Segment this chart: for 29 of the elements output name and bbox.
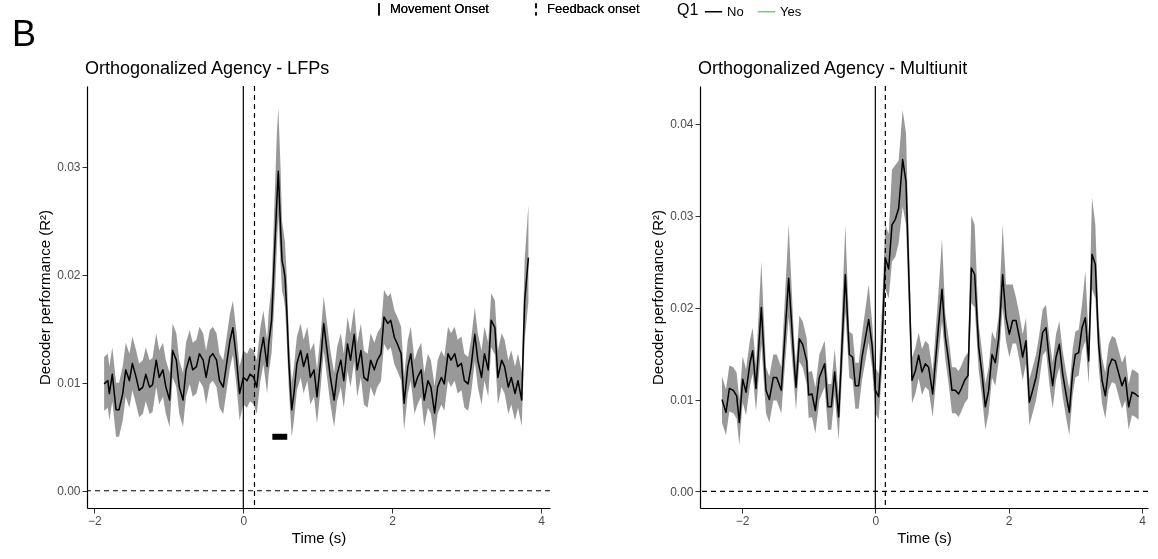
y-tick-label: 0.03: [670, 209, 694, 224]
y-tick-label: 0.01: [57, 376, 81, 391]
x-tick-label: −2: [88, 513, 103, 528]
legend-label: Movement Onset: [390, 1, 490, 17]
x-tick-label: 0: [872, 513, 880, 528]
x-tick-label: 0: [240, 513, 248, 528]
x-tick-label: 2: [389, 513, 397, 528]
x-tick-label: 4: [1139, 513, 1147, 528]
y-tick-label: 0.01: [670, 393, 694, 408]
y-tick-label: 0.02: [670, 301, 694, 316]
x-axis-title: Time (s): [291, 528, 347, 546]
x-tick-label: 2: [1005, 513, 1013, 528]
y-tick-label: 0.02: [57, 268, 81, 283]
chart-title: Orthogonalized Agency - LFPs: [85, 58, 330, 78]
chart-title: Orthogonalized Agency - Multiunit: [698, 58, 968, 78]
legend-label: Feedback onset: [547, 1, 640, 17]
y-axis-title: Decoder performance (R²): [36, 209, 54, 386]
text: B: [12, 13, 37, 54]
y-tick-label: 0.03: [57, 160, 81, 175]
x-tick-label: −2: [735, 513, 750, 528]
x-tick-label: 4: [538, 513, 546, 528]
y-tick-label: 0.00: [57, 484, 81, 499]
legend-label: Yes: [780, 3, 802, 19]
x-axis-title: Time (s): [897, 528, 952, 546]
legend-title: Q1: [677, 1, 699, 18]
legend-label: No: [727, 3, 744, 19]
y-tick-label: 0.00: [670, 484, 694, 499]
y-tick-label: 0.04: [670, 117, 694, 132]
y-axis-title: Decoder performance (R²): [649, 209, 667, 386]
